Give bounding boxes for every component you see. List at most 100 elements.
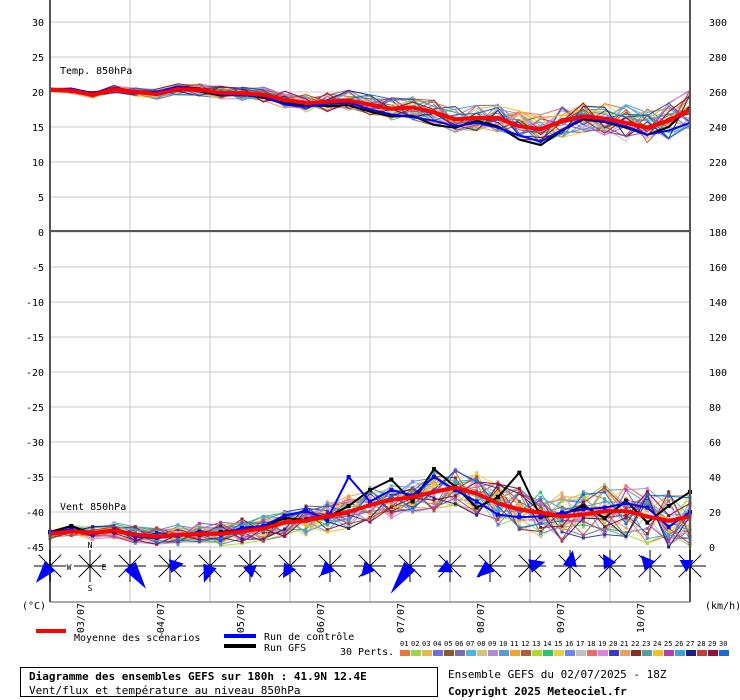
temp-right-tick: 300 [709, 18, 727, 29]
wind-member-point [496, 487, 500, 491]
wind-member-point [517, 519, 521, 523]
wind-member-point [581, 516, 585, 520]
wind-member-point [432, 496, 436, 500]
wind-member-point [560, 505, 564, 509]
wind-member-point [325, 504, 329, 508]
wind-member-point [389, 513, 393, 517]
temp-series-line-0 [49, 87, 691, 132]
wind-member-point [219, 521, 223, 525]
wind-member-point [517, 523, 521, 527]
date-tick-label: 04/07 [156, 603, 167, 633]
wind-member-point [347, 517, 351, 521]
wind-member-point [581, 533, 585, 537]
temp-right-tick: 280 [709, 53, 727, 64]
wind-rose-spoke [358, 554, 371, 567]
date-tick-label: 09/07 [556, 603, 567, 633]
wind-left-tick: -30 [26, 438, 44, 449]
wind-member-point [219, 524, 223, 528]
wind-member-point [133, 538, 137, 542]
wind-rose [114, 550, 147, 589]
wind-member-point [475, 475, 479, 479]
wind-member-point [325, 530, 329, 534]
pert-color-swatch [598, 650, 608, 656]
wind-member-point [667, 490, 671, 494]
wind-member-point [624, 488, 628, 492]
wind-member-point [155, 529, 159, 533]
pert-number-label: 14 [543, 640, 551, 648]
legend-gfs-label: Run GFS [264, 643, 306, 654]
wind-member-point [347, 514, 351, 518]
wind-member-point [539, 505, 543, 509]
wind-member-point [347, 520, 351, 524]
wind-series-point [560, 510, 564, 515]
wind-arrow [641, 555, 656, 571]
pert-number-label: 15 [554, 640, 562, 648]
wind-member-point [603, 529, 607, 533]
wind-right-tick: 40 [709, 473, 721, 484]
wind-right-tick: 120 [709, 333, 727, 344]
wind-member-point [347, 500, 351, 504]
wind-member-point [539, 490, 543, 494]
wind-member-point [176, 543, 180, 547]
pert-number-label: 09 [488, 640, 496, 648]
wind-member-point [581, 493, 585, 497]
wind-rose [474, 550, 506, 582]
pert-color-swatch [510, 650, 520, 656]
wind-rose-spoke [78, 554, 91, 567]
wind-member-point [667, 499, 671, 503]
wind-left-tick: -10 [26, 298, 44, 309]
wind-member-point [432, 473, 436, 477]
wind-series-point [368, 499, 372, 504]
pert-color-swatch [532, 650, 542, 656]
wind-member-point [432, 485, 436, 489]
pert-number-label: 20 [609, 640, 617, 648]
wind-member-point [517, 499, 521, 503]
wind-member-point [197, 523, 201, 527]
left-unit-label: (°C) [22, 601, 46, 612]
wind-member-point [155, 538, 159, 542]
wind-rose-spoke [238, 554, 251, 567]
wind-member-point [325, 512, 329, 516]
wind-member-point [432, 493, 436, 497]
pert-color-swatch [631, 650, 641, 656]
wind-rose [634, 550, 666, 582]
chart-title-box: Diagramme des ensembles GEFS sur 180h : … [20, 667, 438, 697]
wind-rose-spoke [649, 565, 662, 578]
wind-member-point [453, 494, 457, 498]
wind-member-point [155, 530, 159, 534]
wind-member-point [112, 522, 116, 526]
wind-member-point [261, 518, 265, 522]
wind-member-point [475, 471, 479, 475]
wind-rose [554, 550, 586, 582]
wind-rose-spoke [329, 554, 342, 567]
wind-member-point [347, 498, 351, 502]
wind-member-point [197, 538, 201, 542]
wind-member-point [219, 539, 223, 543]
wind-member-point [325, 528, 329, 532]
wind-member-point [219, 536, 223, 540]
wind-member-point [624, 526, 628, 530]
pert-color-swatch [521, 650, 531, 656]
wind-member-point [581, 519, 585, 523]
wind-left-tick: -5 [32, 263, 44, 274]
wind-member-point [411, 505, 415, 509]
wind-member-point [667, 494, 671, 498]
wind-rose-spoke [158, 565, 171, 578]
wind-member-point [347, 526, 351, 530]
wind-member-point [453, 476, 457, 480]
wind-member-point [603, 525, 607, 529]
pert-number-label: 13 [532, 640, 540, 648]
wind-member-point [603, 521, 607, 525]
wind-member-point [475, 485, 479, 489]
wind-member-point [475, 489, 479, 493]
wind-member-point [539, 530, 543, 534]
wind-member-point [389, 516, 393, 520]
wind-arrow [320, 561, 335, 576]
wind-series-point [624, 498, 628, 503]
wind-series-point [304, 509, 308, 514]
wind-left-tick: -15 [26, 333, 44, 344]
wind-member-point [496, 498, 500, 502]
main-series [48, 85, 692, 541]
wind-member-point [475, 495, 479, 499]
wind-member-point [475, 503, 479, 507]
